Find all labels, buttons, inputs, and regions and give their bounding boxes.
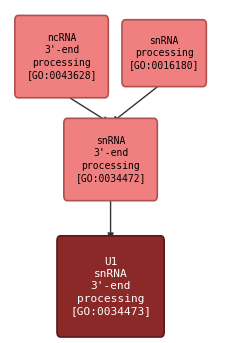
FancyBboxPatch shape	[57, 236, 163, 337]
Text: snRNA
processing
[GO:0016180]: snRNA processing [GO:0016180]	[128, 36, 199, 71]
FancyBboxPatch shape	[121, 20, 205, 87]
FancyBboxPatch shape	[15, 15, 108, 98]
Text: snRNA
3'-end
processing
[GO:0034472]: snRNA 3'-end processing [GO:0034472]	[75, 136, 145, 183]
FancyBboxPatch shape	[64, 118, 157, 201]
Text: ncRNA
3'-end
processing
[GO:0043628]: ncRNA 3'-end processing [GO:0043628]	[26, 33, 96, 80]
Text: U1
snRNA
3'-end
processing
[GO:0034473]: U1 snRNA 3'-end processing [GO:0034473]	[70, 257, 151, 316]
